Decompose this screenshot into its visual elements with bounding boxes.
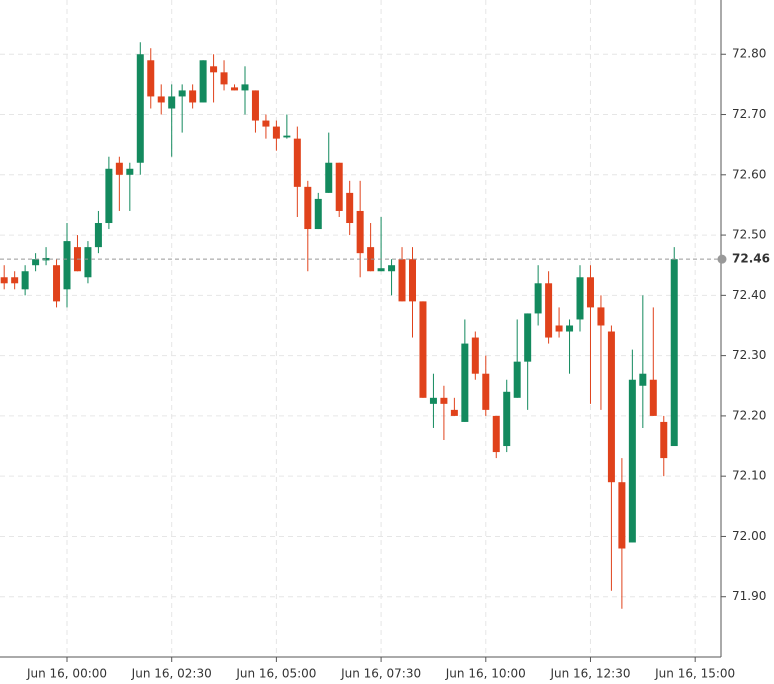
candle-body <box>450 409 458 416</box>
candle-body <box>639 373 647 386</box>
candle-body <box>618 482 626 549</box>
candle-body <box>419 301 427 398</box>
candle-body <box>545 283 553 338</box>
candle-body <box>607 331 615 483</box>
candle-body <box>429 397 437 404</box>
candle-body <box>105 168 113 224</box>
candle-body <box>649 379 657 416</box>
y-tick-label: 72.60 <box>732 167 766 181</box>
candle-body <box>21 271 29 290</box>
candle-body <box>32 259 40 266</box>
candle-body <box>42 257 50 261</box>
candle-body <box>356 210 364 254</box>
candle-body <box>53 265 61 302</box>
x-tick-label: Jun 16, 02:30 <box>131 667 212 681</box>
candle-body <box>346 192 354 224</box>
candle-body <box>325 162 333 193</box>
x-tick-label: Jun 16, 15:00 <box>654 667 735 681</box>
candle-body <box>408 259 416 302</box>
x-tick-label: Jun 16, 00:00 <box>26 667 107 681</box>
last-price-marker <box>717 254 727 264</box>
candle-body <box>524 313 532 362</box>
y-tick-label: 72.80 <box>732 47 766 61</box>
candle-body <box>628 379 636 543</box>
candle-body <box>388 265 396 272</box>
candle-body <box>251 90 259 121</box>
candle-body <box>293 138 301 187</box>
candle-body <box>199 60 207 103</box>
x-tick-label: Jun 16, 07:30 <box>340 667 421 681</box>
candle-body <box>84 247 92 278</box>
candle-body <box>555 325 563 332</box>
candle-body <box>178 90 186 97</box>
candle-body <box>492 415 500 453</box>
y-tick-label: 72.50 <box>732 228 766 242</box>
candle-body <box>63 241 71 290</box>
candle-body <box>94 223 102 248</box>
candle-body <box>513 361 521 398</box>
candle-body <box>440 397 448 404</box>
candle-body <box>367 247 375 272</box>
last-price-label: 72.46 <box>732 252 770 266</box>
candle-body <box>220 72 228 85</box>
candle-body <box>283 135 291 138</box>
y-tick-label: 72.30 <box>732 348 766 362</box>
x-tick-label: Jun 16, 10:00 <box>445 667 526 681</box>
x-tick-label: Jun 16, 05:00 <box>235 667 316 681</box>
y-tick-label: 72.20 <box>732 408 766 422</box>
candle-body <box>597 307 605 326</box>
y-tick-label: 72.10 <box>732 469 766 483</box>
candle-body <box>566 325 574 332</box>
y-tick-label: 72.70 <box>732 107 766 121</box>
candle-body <box>210 66 218 73</box>
candle-body <box>461 343 469 422</box>
candle-body <box>482 373 490 410</box>
candle-body <box>241 84 249 91</box>
y-tick-label: 72.40 <box>732 288 766 302</box>
x-tick-label: Jun 16, 12:30 <box>549 667 630 681</box>
candle-body <box>231 87 239 91</box>
candle-body <box>576 277 584 320</box>
candle-body <box>660 421 668 459</box>
candle-body <box>262 120 270 127</box>
candle-body <box>534 283 542 314</box>
candle-body <box>586 277 594 308</box>
candle-body <box>304 186 312 230</box>
candle-body <box>503 391 511 447</box>
candle-body <box>136 54 144 163</box>
candle-body <box>189 90 197 103</box>
candle-body <box>157 96 165 103</box>
candle-body <box>168 96 176 109</box>
candle-body <box>314 198 322 230</box>
candle-body <box>335 162 343 211</box>
candle-body <box>147 60 155 97</box>
candle-body <box>272 126 280 139</box>
candle-body <box>115 162 123 175</box>
candle-body <box>11 277 19 284</box>
candle-body <box>126 168 134 175</box>
candle-body <box>398 259 406 302</box>
y-tick-label: 72.00 <box>732 529 766 543</box>
candle-body <box>670 259 678 447</box>
y-tick-label: 71.90 <box>732 589 766 603</box>
candle-body <box>471 337 479 374</box>
candle-body <box>0 277 8 284</box>
candle-body <box>377 268 385 272</box>
